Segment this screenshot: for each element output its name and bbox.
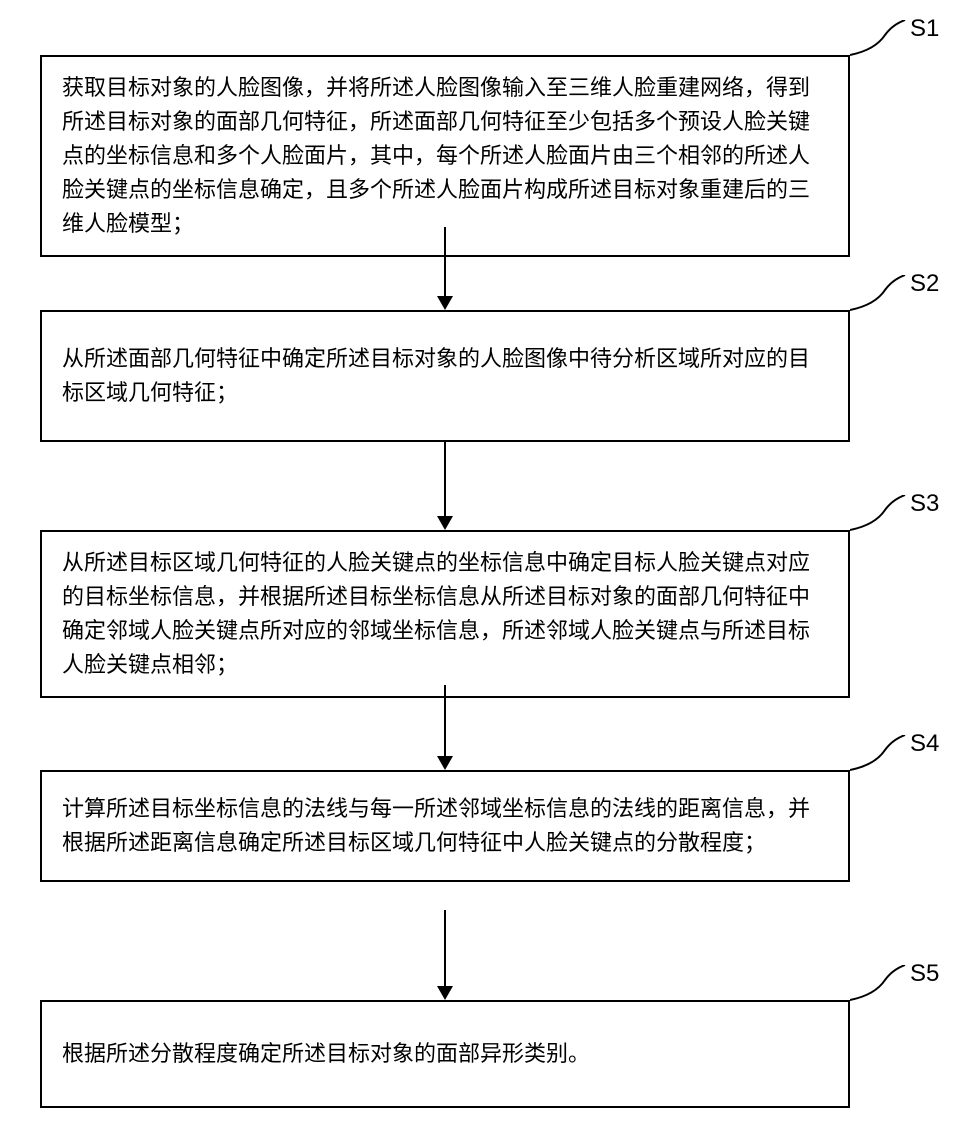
step-label-s1: S1 [910, 15, 939, 43]
label-curve-s2 [850, 275, 910, 325]
step-label-s5: S5 [910, 960, 939, 988]
step-label-s3: S3 [910, 490, 939, 518]
step-text-s4: 计算所述目标坐标信息的法线与每一所述邻域坐标信息的法线的距离信息，并根据所述距离… [62, 796, 810, 855]
step-label-s2: S2 [910, 270, 939, 298]
arrow-s2-s3 [437, 516, 453, 530]
label-curve-s3 [850, 495, 910, 545]
step-box-s5: 根据所述分散程度确定所述目标对象的面部异形类别。 [40, 1000, 850, 1108]
label-curve-s4 [850, 735, 910, 785]
step-label-s4: S4 [910, 730, 939, 758]
step-text-s3: 从所述目标区域几何特征的人脸关键点的坐标信息中确定目标人脸关键点对应的目标坐标信… [62, 550, 810, 677]
label-curve-s5 [850, 965, 910, 1015]
label-curve-s1 [850, 20, 910, 70]
arrow-s3-s4 [437, 756, 453, 770]
arrow-s4-s5 [437, 986, 453, 1000]
step-text-s1: 获取目标对象的人脸图像，并将所述人脸图像输入至三维人脸重建网络，得到所述目标对象… [62, 75, 810, 236]
step-text-s5: 根据所述分散程度确定所述目标对象的面部异形类别。 [62, 1041, 590, 1066]
step-box-s2: 从所述面部几何特征中确定所述目标对象的人脸图像中待分析区域所对应的目标区域几何特… [40, 310, 850, 442]
connector-s3-s4 [444, 685, 446, 756]
arrow-s1-s2 [437, 296, 453, 310]
flowchart-container: 获取目标对象的人脸图像，并将所述人脸图像输入至三维人脸重建网络，得到所述目标对象… [0, 0, 961, 1142]
step-text-s2: 从所述面部几何特征中确定所述目标对象的人脸图像中待分析区域所对应的目标区域几何特… [62, 346, 810, 405]
step-box-s4: 计算所述目标坐标信息的法线与每一所述邻域坐标信息的法线的距离信息，并根据所述距离… [40, 770, 850, 882]
connector-s2-s3 [444, 440, 446, 516]
step-box-s3: 从所述目标区域几何特征的人脸关键点的坐标信息中确定目标人脸关键点对应的目标坐标信… [40, 530, 850, 698]
connector-s4-s5 [444, 910, 446, 986]
connector-s1-s2 [444, 227, 446, 296]
